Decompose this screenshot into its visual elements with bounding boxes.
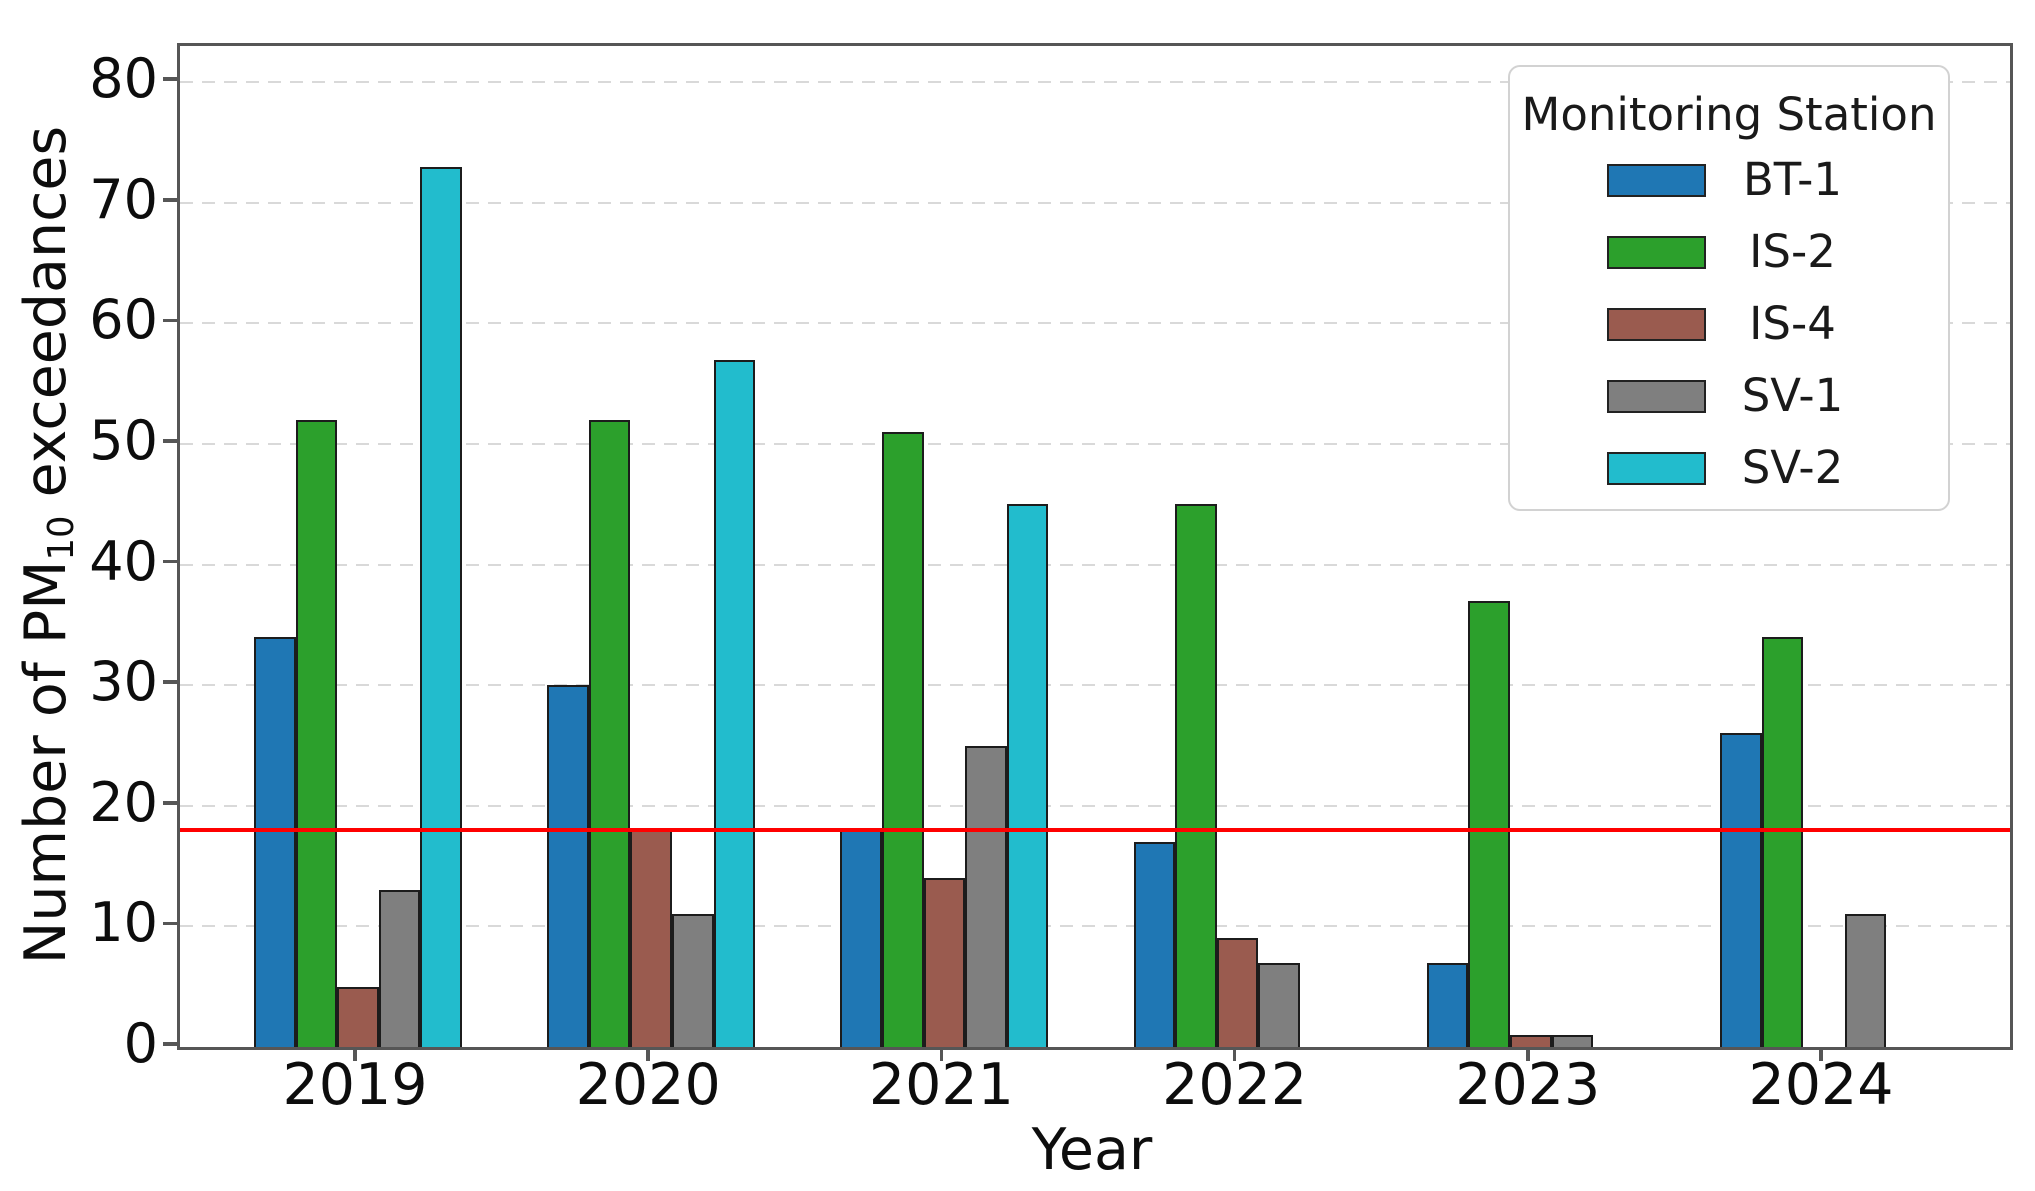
bar-IS-2-2020 bbox=[588, 419, 631, 1047]
x-tick-label-2024: 2024 bbox=[1748, 1052, 1894, 1118]
y-tick-mark-30 bbox=[163, 680, 177, 684]
bar-BT-1-2022 bbox=[1133, 841, 1176, 1047]
x-tick-mark-2023 bbox=[1526, 1047, 1530, 1061]
legend: Monitoring Station BT-1 IS-2 IS-4 SV-1 SV-2 bbox=[1508, 65, 1950, 511]
y-tick-label-20: 20 bbox=[89, 770, 158, 834]
bar-IS-4-2022 bbox=[1216, 938, 1259, 1047]
bar-group-2024 bbox=[1720, 636, 1928, 1047]
legend-swatch-IS-2 bbox=[1606, 235, 1706, 269]
bar-SV-1-2020 bbox=[671, 914, 714, 1047]
legend-swatch-SV-2 bbox=[1606, 451, 1706, 485]
bar-IS-2-2022 bbox=[1175, 504, 1217, 1047]
gridline-y-70 bbox=[180, 201, 2010, 204]
bar-SV-1-2021 bbox=[965, 745, 1007, 1047]
bar-IS-4-2020 bbox=[630, 829, 672, 1047]
legend-swatch-IS-4 bbox=[1606, 307, 1706, 341]
bar-group-2020 bbox=[547, 359, 756, 1047]
x-tick-mark-2019 bbox=[353, 1047, 357, 1061]
x-tick-mark-2024 bbox=[1819, 1047, 1823, 1061]
bar-SV-2-2019 bbox=[420, 166, 462, 1047]
bar-IS-2-2024 bbox=[1761, 636, 1804, 1047]
bar-BT-1-2021 bbox=[840, 829, 882, 1047]
gridline-y-40 bbox=[180, 563, 2010, 566]
legend-label-IS-4: IS-4 bbox=[1749, 297, 1836, 350]
x-tick-label-2022: 2022 bbox=[1162, 1052, 1308, 1118]
legend-row-IS-4: IS-4 bbox=[1510, 288, 1948, 360]
gridline-y-20 bbox=[180, 804, 2010, 807]
bar-IS-4-2021 bbox=[923, 878, 966, 1047]
y-tick-mark-70 bbox=[163, 198, 177, 202]
y-tick-label-50: 50 bbox=[89, 408, 158, 472]
y-tick-mark-50 bbox=[163, 439, 177, 443]
x-tick-label-2019: 2019 bbox=[282, 1052, 428, 1118]
legend-swatch-BT-1 bbox=[1606, 163, 1706, 197]
bar-BT-1-2024 bbox=[1720, 733, 1762, 1047]
legend-row-SV-1: SV-1 bbox=[1510, 360, 1948, 432]
bar-group-2023 bbox=[1426, 600, 1635, 1047]
legend-label-SV-2: SV-2 bbox=[1741, 441, 1844, 494]
bar-BT-1-2019 bbox=[254, 636, 296, 1047]
y-tick-mark-40 bbox=[163, 559, 177, 564]
legend-row-BT-1: BT-1 bbox=[1510, 144, 1948, 216]
bar-IS-2-2021 bbox=[881, 431, 924, 1047]
legend-row-SV-2: SV-2 bbox=[1510, 432, 1948, 504]
y-tick-label-40: 40 bbox=[89, 529, 158, 593]
y-tick-label-80: 80 bbox=[89, 47, 158, 111]
y-tick-mark-10 bbox=[163, 921, 177, 926]
bar-SV-1-2023 bbox=[1551, 1034, 1594, 1047]
bar-IS-2-2019 bbox=[295, 419, 338, 1047]
y-tick-mark-20 bbox=[163, 801, 177, 805]
bar-IS-4-2019 bbox=[337, 986, 379, 1047]
y-tick-label-10: 10 bbox=[89, 891, 158, 955]
bar-group-2019 bbox=[254, 166, 462, 1047]
bar-IS-4-2023 bbox=[1509, 1034, 1552, 1047]
x-tick-label-2021: 2021 bbox=[868, 1052, 1014, 1118]
y-tick-mark-0 bbox=[163, 1042, 177, 1046]
bar-BT-1-2023 bbox=[1426, 962, 1469, 1047]
gridline-y-60 bbox=[180, 322, 2010, 325]
legend-title: Monitoring Station bbox=[1521, 88, 1937, 141]
bar-group-2022 bbox=[1133, 504, 1342, 1047]
bar-SV-2-2021 bbox=[1006, 504, 1049, 1047]
x-axis-label: Year bbox=[1031, 1117, 1153, 1183]
legend-rows: BT-1 IS-2 IS-4 SV-1 SV-2 bbox=[1510, 144, 1948, 504]
bar-IS-2-2023 bbox=[1468, 600, 1510, 1047]
legend-label-BT-1: BT-1 bbox=[1742, 153, 1843, 206]
threshold-line bbox=[180, 827, 2010, 832]
x-tick-mark-2020 bbox=[646, 1047, 650, 1061]
bar-SV-1-2024 bbox=[1844, 914, 1887, 1047]
x-tick-label-2023: 2023 bbox=[1455, 1052, 1601, 1118]
gridline-y-10 bbox=[180, 925, 2010, 928]
gridline-y-50 bbox=[180, 442, 2010, 445]
gridline-y-80 bbox=[180, 81, 2010, 84]
y-tick-label-70: 70 bbox=[89, 167, 158, 231]
bar-SV-1-2019 bbox=[378, 890, 421, 1047]
x-tick-label-2020: 2020 bbox=[575, 1052, 721, 1118]
y-tick-mark-80 bbox=[163, 77, 177, 81]
bar-BT-1-2020 bbox=[547, 685, 589, 1047]
y-tick-label-30: 30 bbox=[89, 650, 158, 714]
legend-label-SV-1: SV-1 bbox=[1741, 369, 1844, 422]
y-tick-label-0: 0 bbox=[123, 1012, 158, 1075]
y-tick-label-60: 60 bbox=[89, 288, 158, 352]
bar-SV-1-2022 bbox=[1258, 962, 1300, 1047]
x-tick-mark-2022 bbox=[1232, 1047, 1237, 1061]
legend-label-IS-2: IS-2 bbox=[1749, 225, 1836, 278]
x-tick-mark-2021 bbox=[939, 1047, 944, 1061]
y-tick-mark-60 bbox=[163, 318, 177, 323]
gridline-y-30 bbox=[180, 684, 2010, 687]
legend-row-IS-2: IS-2 bbox=[1510, 216, 1948, 288]
bar-SV-2-2020 bbox=[713, 359, 756, 1047]
legend-swatch-SV-1 bbox=[1606, 379, 1706, 413]
bar-group-2021 bbox=[840, 431, 1049, 1047]
